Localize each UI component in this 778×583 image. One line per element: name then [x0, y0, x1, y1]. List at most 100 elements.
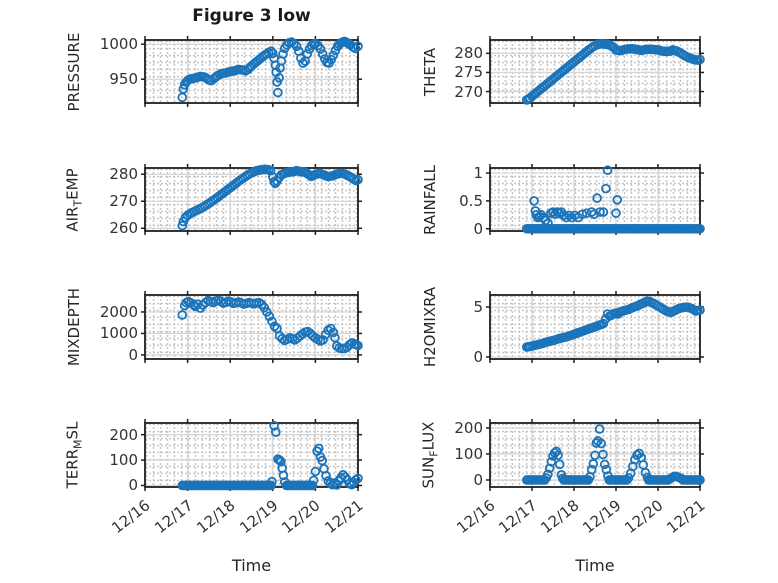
- axis-box: [144, 39, 359, 104]
- axis-box: [489, 167, 701, 232]
- subplot-h2omixra: 0 5 H2OMIXRA: [378, 283, 712, 437]
- data-marker: [586, 464, 597, 475]
- axis-box: [489, 422, 701, 488]
- ylabel-text: EMP: [63, 167, 82, 200]
- data-marker: [318, 335, 328, 345]
- data-marker: [577, 209, 588, 220]
- figure-title: Figure 3 low: [192, 6, 311, 26]
- data-marker: [594, 424, 605, 434]
- data-marker: [308, 475, 319, 486]
- data-marker: [289, 38, 299, 49]
- plot-canvas-SUN_FLUX: [486, 419, 705, 491]
- ytick-label: 260: [109, 219, 138, 238]
- ytick-label: 1000: [99, 35, 138, 54]
- minor-grid-RAINFALL: [491, 169, 699, 230]
- minor-grid-AIR_TEMP: [146, 169, 357, 230]
- data-marker: [274, 455, 285, 465]
- data-marker: [598, 449, 608, 460]
- data-marker: [314, 443, 324, 454]
- ylabel-AIR_TEMP: AIRTEMP: [64, 168, 85, 231]
- plot-canvas-RAINFALL: [486, 164, 705, 235]
- data-marker: [321, 471, 331, 481]
- ytick-label: 275: [454, 63, 483, 82]
- data-marker: [598, 207, 609, 217]
- data-marker: [269, 321, 280, 332]
- plot-canvas-MIXDEPTH: [141, 291, 363, 363]
- data-marker: [353, 174, 363, 185]
- ytick-label: 280: [454, 44, 483, 63]
- ylabel-text: AIR: [63, 206, 82, 232]
- data-marker: [529, 196, 539, 206]
- plot-canvas-TERR_MSL: [141, 419, 363, 491]
- ylabel-text: RAINFALL: [421, 164, 439, 235]
- data-marker: [302, 49, 313, 59]
- data-marker: [291, 41, 302, 52]
- data-marker: [612, 194, 623, 205]
- ylabel-RAINFALL: RAINFALL: [421, 165, 439, 235]
- data-marker: [278, 49, 288, 59]
- ytick-label: 950: [109, 70, 138, 89]
- ylabel-THETA: THETA: [421, 47, 439, 95]
- data-marker: [177, 310, 188, 320]
- data-marker: [561, 212, 572, 223]
- data-marker: [317, 49, 328, 59]
- data-marker: [353, 340, 363, 351]
- data-marker: [695, 305, 705, 315]
- data-marker: [546, 456, 557, 467]
- ylabel-text: F: [427, 450, 441, 457]
- ytick-label: 5: [473, 298, 483, 316]
- ylabel-text: TERR: [63, 448, 82, 489]
- ytick-label: 270: [109, 192, 138, 211]
- data-marker: [590, 450, 600, 461]
- ytick-label: 1: [473, 164, 483, 183]
- data-marker: [592, 193, 602, 203]
- ylabel-text: H2OMIXRA: [421, 286, 439, 368]
- data-marker: [599, 459, 610, 470]
- data-marker: [310, 38, 321, 49]
- data-marker: [544, 463, 555, 474]
- ylabel-text: T: [71, 199, 85, 207]
- ytick-label: 0: [473, 219, 483, 238]
- data-marker: [595, 207, 605, 217]
- data-marker: [269, 420, 279, 431]
- data-marker: [315, 44, 326, 54]
- ytick-label: 2000: [99, 302, 138, 321]
- data-marker: [267, 476, 277, 487]
- ylabel-text: SUN: [419, 456, 438, 489]
- ytick-label: 1000: [99, 324, 138, 343]
- ylabel-text: LUX: [419, 421, 438, 451]
- data-marker: [267, 316, 277, 327]
- data-marker: [598, 318, 609, 329]
- plot-canvas-AIR_TEMP: [141, 164, 363, 235]
- data-marker: [328, 50, 339, 61]
- data-marker: [638, 460, 649, 470]
- subplot-theta: 270 275 280 THETA: [378, 28, 712, 181]
- axis-box: [489, 294, 701, 360]
- ytick-label: 0: [473, 348, 483, 366]
- data-marker: [695, 223, 705, 234]
- data-marker: [265, 165, 276, 176]
- data-marker: [310, 466, 321, 477]
- subplot-pressure: 950 1000 PRESSURE: [33, 28, 370, 181]
- ytick-label: 280: [109, 165, 138, 184]
- data-marker: [553, 450, 563, 461]
- data-marker: [588, 459, 599, 469]
- ytick-label: 200: [109, 425, 138, 444]
- data-marker: [589, 209, 599, 220]
- ylabel-PRESSURE: PRESSURE: [65, 32, 83, 111]
- data-marker: [274, 72, 284, 83]
- ytick-label: 0: [473, 470, 483, 489]
- ytick-label: 270: [454, 82, 483, 101]
- data-marker: [270, 427, 281, 437]
- data-marker: [276, 456, 286, 467]
- ylabel-text: MIXDEPTH: [65, 287, 83, 367]
- axis-box: [144, 294, 359, 360]
- ylabel-text: M: [71, 439, 85, 449]
- xaxis-label-right: Time: [575, 556, 615, 575]
- ytick-label: 100: [454, 444, 483, 463]
- data-marker: [298, 58, 308, 68]
- data-marker: [596, 438, 607, 449]
- data-marker: [353, 473, 363, 484]
- ylabel-TERR_MSL: TERRMSL: [64, 422, 85, 489]
- data-marker: [695, 54, 705, 65]
